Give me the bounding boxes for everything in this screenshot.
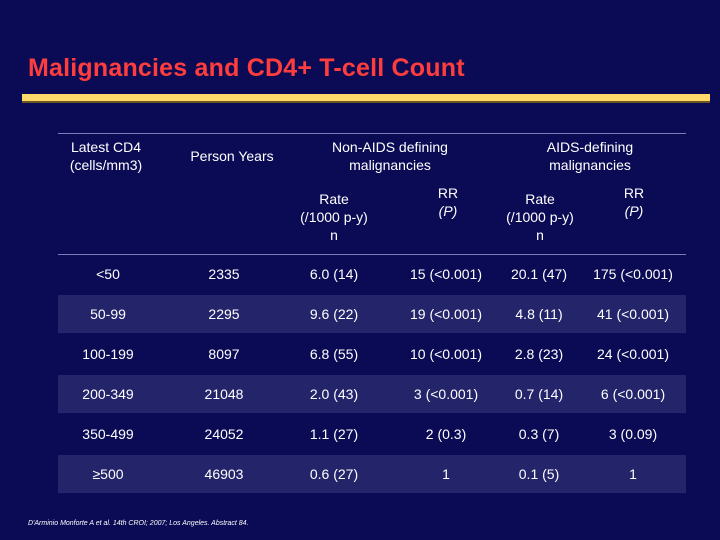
- cell-person-years: 24052: [204, 426, 244, 442]
- header-rr-line2: (P): [438, 203, 458, 219]
- header-aids-line2: malignancies: [549, 157, 631, 173]
- cell-non-aids-rr: 3 (<0.001): [413, 386, 479, 402]
- header-aids-rate: Rate (/1000 p-y) n: [492, 190, 588, 244]
- header-non-aids-line2: malignancies: [349, 157, 431, 173]
- cell-aids-rr: 175 (<0.001): [593, 266, 673, 282]
- cell-non-aids-rate: 6.0 (14): [309, 266, 359, 282]
- cell-aids-rr: 1: [629, 466, 637, 482]
- cell-aids-rr: 24 (<0.001): [597, 346, 669, 362]
- cell-non-aids-rate: 6.8 (55): [309, 346, 359, 362]
- cell-cd4: 100-199: [82, 346, 134, 362]
- header-rr-line1: RR: [437, 185, 459, 201]
- cell-aids-rate: 0.3 (7): [518, 426, 560, 442]
- table-row: ≥500 46903 0.6 (27) 1 0.1 (5) 1: [58, 455, 686, 493]
- cell-non-aids-rate: 2.0 (43): [309, 386, 359, 402]
- cell-person-years: 8097: [208, 346, 240, 362]
- cell-aids-rate: 2.8 (23): [514, 346, 564, 362]
- cell-non-aids-rate: 9.6 (22): [309, 306, 359, 322]
- cell-non-aids-rate: 1.1 (27): [309, 426, 359, 442]
- cell-aids-rate: 4.8 (11): [515, 306, 563, 322]
- header-rate-line2: (/1000 p-y): [506, 209, 574, 225]
- cell-non-aids-rate: 0.6 (27): [309, 466, 359, 482]
- cell-person-years: 21048: [204, 386, 244, 402]
- header-aids: AIDS-defining malignancies: [510, 138, 670, 174]
- header-rr-line2: (P): [624, 203, 644, 219]
- cell-non-aids-rr: 15 (<0.001): [410, 266, 482, 282]
- header-non-aids: Non-AIDS defining malignancies: [300, 138, 480, 174]
- header-cd4-line2: (cells/mm3): [69, 157, 143, 173]
- header-divider-top: [58, 133, 686, 134]
- header-non-aids-rr: RR (P): [400, 184, 496, 220]
- header-rate-line3: n: [330, 227, 338, 243]
- cell-person-years: 2295: [208, 306, 240, 322]
- cell-aids-rate: 0.1 (5): [518, 466, 560, 482]
- cell-aids-rate: 0.7 (14): [514, 386, 564, 402]
- cell-aids-rr: 41 (<0.001): [597, 306, 669, 322]
- citation-footnote: D'Arminio Monforte A et al. 14th CROI; 2…: [28, 520, 249, 527]
- cell-non-aids-rr: 1: [442, 466, 450, 482]
- cell-cd4: 350-499: [82, 426, 134, 442]
- cell-non-aids-rr: 19 (<0.001): [410, 306, 482, 322]
- header-rate-line1: Rate: [525, 191, 555, 207]
- header-cd4-line1: Latest CD4: [70, 139, 142, 155]
- header-cd4: Latest CD4 (cells/mm3): [58, 138, 154, 174]
- table-row: 200-349 21048 2.0 (43) 3 (<0.001) 0.7 (14) 6 …: [58, 375, 686, 413]
- header-rate-line2: (/1000 p-y): [300, 209, 368, 225]
- header-divider-bottom: [58, 254, 686, 255]
- cell-aids-rate: 20.1 (47): [510, 266, 568, 282]
- table-row: <50 2335 6.0 (14) 15 (<0.001) 20.1 (47) 175 (…: [58, 255, 686, 293]
- slide-title: Malignancies and CD4+ T-cell Count: [28, 54, 465, 82]
- cell-cd4: <50: [96, 266, 120, 282]
- cell-cd4: ≥500: [92, 466, 124, 482]
- header-non-aids-line1: Non-AIDS defining: [332, 139, 448, 155]
- cell-person-years: 2335: [208, 266, 240, 282]
- header-rate-line1: Rate: [319, 191, 349, 207]
- header-rate-line3: n: [536, 227, 544, 243]
- cell-non-aids-rr: 10 (<0.001): [410, 346, 482, 362]
- table-row: 100-199 8097 6.8 (55) 10 (<0.001) 2.8 (23) 24…: [58, 335, 686, 373]
- header-person-years: Person Years: [190, 148, 274, 164]
- table-row: 50-99 2295 9.6 (22) 19 (<0.001) 4.8 (11) 41 (…: [58, 295, 686, 333]
- cell-non-aids-rr: 2 (0.3): [425, 426, 467, 442]
- cell-aids-rr: 6 (<0.001): [600, 386, 666, 402]
- title-underline: [22, 94, 710, 101]
- cell-person-years: 46903: [204, 466, 244, 482]
- cell-cd4: 50-99: [90, 306, 126, 322]
- header-non-aids-rate: Rate (/1000 p-y) n: [286, 190, 382, 244]
- cell-aids-rr: 3 (0.09): [608, 426, 658, 442]
- table-row: 350-499 24052 1.1 (27) 2 (0.3) 0.3 (7) 3 (0.0…: [58, 415, 686, 453]
- cell-cd4: 200-349: [82, 386, 134, 402]
- header-aids-rr: RR (P): [586, 184, 682, 220]
- header-rr-line1: RR: [623, 185, 645, 201]
- header-aids-line1: AIDS-defining: [546, 139, 634, 155]
